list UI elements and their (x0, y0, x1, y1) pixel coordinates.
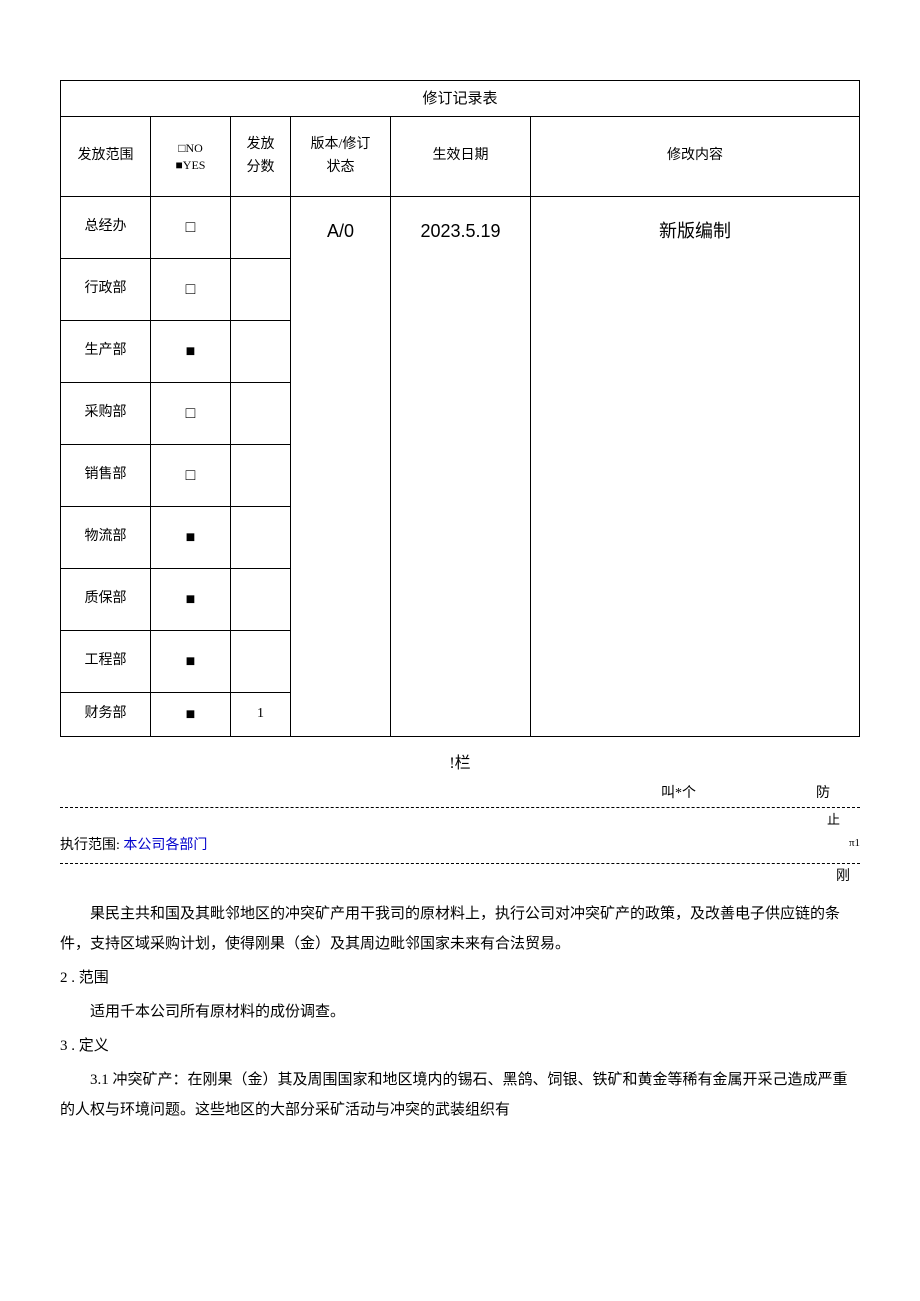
section-2-body: 适用千本公司所有原材料的成份调查。 (60, 997, 860, 1027)
lan-text: !栏 (60, 745, 860, 783)
scope-label: 执行范围: (60, 838, 120, 853)
dept-cell: 生产部 (61, 321, 151, 383)
checkbox-empty-icon (186, 407, 196, 422)
section-3-title: 3 . 定义 (60, 1031, 860, 1061)
dept-cell: 总经办 (61, 197, 151, 259)
section-3-body: 3.1 冲突矿产：在刚果（金）其及周围国家和地区境内的锡石、黑鸽、饲银、铁矿和黄… (60, 1065, 860, 1125)
hdr-check-yes: ■YES (157, 157, 224, 174)
dept-cell: 财务部 (61, 693, 151, 737)
hdr-mod: 修改内容 (531, 117, 860, 197)
scope-value: 本公司各部门 (123, 838, 207, 853)
table-title: 修订记录表 (61, 81, 860, 117)
copies-cell (231, 321, 291, 383)
scope-r1: π1 (849, 835, 860, 853)
date-cell: 2023.5.19 (391, 197, 531, 737)
dept-cell: 物流部 (61, 507, 151, 569)
dept-cell: 采购部 (61, 383, 151, 445)
check-cell (151, 631, 231, 693)
checkbox-filled-icon (186, 655, 196, 670)
fragment-line-1: 叫*个 防 (60, 783, 860, 805)
checkbox-empty-icon (186, 221, 196, 236)
checkbox-empty-icon (186, 469, 196, 484)
copies-cell (231, 631, 291, 693)
copies-cell (231, 383, 291, 445)
hdr-date: 生效日期 (391, 117, 531, 197)
scope-line: 执行范围: 本公司各部门 π1 (60, 831, 860, 861)
check-cell (151, 259, 231, 321)
scope-r2: 刚 (60, 866, 860, 888)
check-cell (151, 321, 231, 383)
dept-cell: 行政部 (61, 259, 151, 321)
copies-cell (231, 507, 291, 569)
mod-cell: 新版编制 (531, 197, 860, 737)
dept-cell: 销售部 (61, 445, 151, 507)
hdr-dist-scope: 发放范围 (61, 117, 151, 197)
frag-c: 止 (60, 810, 860, 831)
copies-cell: 1 (231, 693, 291, 737)
body-p1: 果民主共和国及其毗邻地区的冲突矿产用干我司的原材料上，执行公司对冲突矿产的政策，… (60, 899, 860, 959)
check-cell (151, 445, 231, 507)
checkbox-filled-icon (186, 593, 196, 608)
copies-cell (231, 259, 291, 321)
check-cell (151, 383, 231, 445)
version-cell: A/0 (291, 197, 391, 737)
checkbox-filled-icon (186, 708, 196, 723)
checkbox-filled-icon (186, 531, 196, 546)
dash-divider (60, 863, 860, 864)
checkbox-filled-icon (186, 345, 196, 360)
hdr-version: 版本/修订 状态 (291, 117, 391, 197)
check-cell (151, 197, 231, 259)
body-text: 果民主共和国及其毗邻地区的冲突矿产用干我司的原材料上，执行公司对冲突矿产的政策，… (60, 899, 860, 1125)
dash-divider (60, 807, 860, 808)
copies-cell (231, 569, 291, 631)
revision-record-table: 修订记录表 发放范围 □NO ■YES 发放 分数 版本/修订 状态 生效日期 … (60, 80, 860, 737)
dept-cell: 质保部 (61, 569, 151, 631)
frag-a: 叫*个 (661, 783, 696, 805)
hdr-check: □NO ■YES (151, 117, 231, 197)
hdr-copies: 发放 分数 (231, 117, 291, 197)
section-2-title: 2 . 范围 (60, 963, 860, 993)
check-cell (151, 507, 231, 569)
hdr-check-no: □NO (157, 140, 224, 157)
dept-cell: 工程部 (61, 631, 151, 693)
frag-b: 防 (816, 783, 830, 805)
check-cell (151, 693, 231, 737)
check-cell (151, 569, 231, 631)
copies-cell (231, 445, 291, 507)
checkbox-empty-icon (186, 283, 196, 298)
copies-cell (231, 197, 291, 259)
